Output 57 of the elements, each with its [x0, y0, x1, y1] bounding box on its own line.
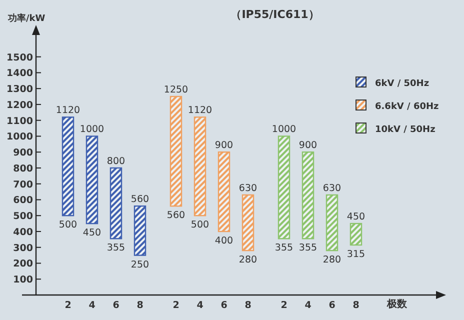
y-tick-label: 100 — [13, 274, 34, 286]
x-tick-label: 8 — [352, 300, 360, 311]
y-tick-label: 1200 — [6, 100, 34, 111]
annotation: 1250 — [164, 84, 188, 96]
annotation: 1120 — [56, 105, 80, 116]
x-tick-label: 2 — [280, 300, 288, 311]
y-axis-title: 功率/kW — [7, 13, 46, 24]
y-tick-label: 500 — [13, 211, 34, 222]
y-tick-label: 400 — [13, 226, 34, 238]
x-tick-label: 6 — [328, 300, 336, 311]
y-tick-label: 1300 — [6, 84, 34, 96]
annotation: 450 — [346, 212, 366, 223]
y-tick-label: 200 — [13, 258, 34, 270]
x-tick-label: 2 — [172, 300, 180, 311]
legend-label: 6.6kV / 60Hz — [375, 102, 439, 112]
y-tick-label: 1000 — [6, 132, 34, 143]
x-tick-label: 4 — [196, 300, 204, 311]
legend-label: 10kV / 50Hz — [375, 125, 436, 135]
x-tick-label: 2 — [64, 300, 72, 311]
annotation: 560 — [130, 194, 150, 206]
x-tick-label: 6 — [220, 300, 228, 311]
annotation: 900 — [214, 140, 234, 152]
annotation: 280 — [238, 254, 258, 266]
annotation: 450 — [82, 228, 102, 239]
annotation: 400 — [214, 235, 234, 246]
annotation: 355 — [298, 242, 318, 254]
annotation: 280 — [322, 254, 342, 266]
annotation: 355 — [106, 242, 126, 254]
x-tick-label: 6 — [112, 300, 120, 311]
annotation: 315 — [346, 248, 366, 260]
annotation: 1000 — [80, 124, 104, 136]
annotation: 560 — [166, 210, 186, 222]
y-tick-label: 600 — [13, 195, 34, 206]
annotation: 250 — [130, 259, 150, 270]
legend-label: 6kV / 50Hz — [375, 79, 430, 89]
x-axis-title: 极数 — [386, 298, 408, 310]
annotation: 355 — [274, 242, 294, 254]
y-tick-label: 1400 — [6, 68, 34, 80]
y-tick-label: 300 — [13, 242, 34, 254]
y-tick-label: 700 — [13, 179, 34, 190]
annotation: 500 — [58, 220, 78, 231]
x-tick-label: 8 — [136, 300, 144, 311]
annotation: 630 — [322, 182, 342, 194]
x-tick-label: 4 — [88, 300, 96, 311]
annotation: 800 — [106, 156, 126, 167]
x-tick-label: 8 — [244, 300, 252, 311]
annotation: 630 — [238, 182, 258, 194]
y-tick-label: 1500 — [6, 52, 34, 64]
y-tick-label: 800 — [13, 163, 34, 174]
y-tick-label: 1100 — [6, 116, 34, 127]
y-tick-label: 900 — [13, 148, 34, 159]
annotation: 1120 — [188, 105, 212, 116]
chart-title: （IP55/IC611） — [230, 8, 320, 21]
annotation: 500 — [190, 220, 210, 231]
annotation: 1000 — [272, 124, 296, 136]
annotation: 900 — [298, 140, 318, 152]
x-tick-label: 4 — [304, 300, 312, 311]
